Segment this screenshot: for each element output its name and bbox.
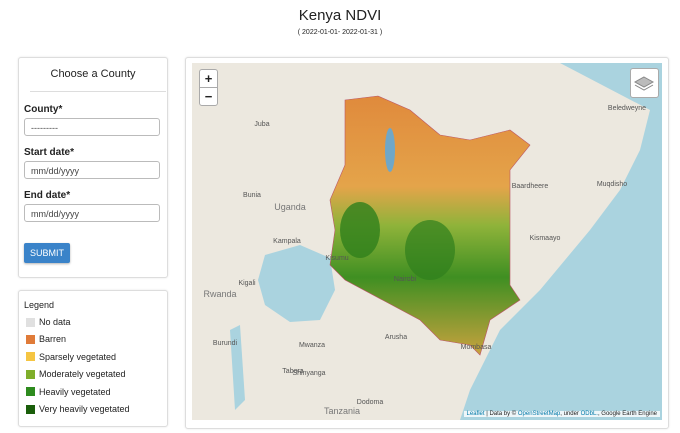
legend-label: No data bbox=[39, 317, 71, 327]
attribution-part: | Data by © bbox=[484, 411, 518, 417]
place-label: Nairobi bbox=[394, 276, 417, 283]
submit-button[interactable]: SUBMIT bbox=[24, 243, 70, 263]
form-panel bbox=[18, 57, 168, 278]
place-label: Kisumu bbox=[325, 255, 348, 262]
divider bbox=[30, 91, 166, 92]
lake-tanganyika bbox=[230, 325, 245, 410]
legend-item: No data bbox=[26, 317, 71, 327]
legend-swatch bbox=[26, 387, 35, 397]
place-label: Uganda bbox=[274, 202, 306, 212]
attribution-part: , Google Earth Engine bbox=[597, 411, 657, 417]
legend-item: Heavily vegetated bbox=[26, 387, 111, 397]
end-date[interactable]: mm/dd/yyyy bbox=[24, 204, 160, 222]
legend-label: Sparsely vegetated bbox=[39, 351, 117, 362]
legend-label: Barren bbox=[39, 334, 67, 345]
place-label: Dodoma bbox=[357, 399, 384, 406]
legend-item: Moderately vegetated bbox=[26, 369, 126, 379]
place-label: Baardheere bbox=[512, 183, 549, 190]
vegetation bbox=[340, 202, 380, 258]
legend-panel bbox=[18, 290, 168, 427]
lake-turkana bbox=[385, 128, 395, 172]
legend-swatch bbox=[26, 369, 35, 379]
place-label: Muqdisho bbox=[597, 181, 627, 188]
zoom-out[interactable]: − bbox=[199, 87, 218, 106]
legend-swatch bbox=[26, 334, 35, 344]
start-date[interactable]: mm/dd/yyyy bbox=[24, 161, 160, 179]
label: County* bbox=[24, 104, 63, 115]
title: Kenya NDVI bbox=[298, 7, 382, 24]
legend-title: Legend bbox=[24, 300, 55, 310]
label: End date* bbox=[24, 190, 71, 201]
attribution-part: , under bbox=[560, 411, 581, 417]
place-label: Kigali bbox=[238, 280, 256, 287]
attribution-part: OpenStreetMap bbox=[517, 411, 561, 417]
legend-swatch bbox=[26, 317, 35, 327]
label: Start date* bbox=[24, 147, 75, 158]
attribution: Leaflet | Data by © OpenStreetMap, under… bbox=[463, 411, 660, 417]
attribution-part: Leaflet bbox=[466, 411, 485, 417]
legend-item: Very heavily vegetated bbox=[26, 404, 130, 414]
place-label: Bunia bbox=[243, 192, 261, 199]
lake-victoria bbox=[258, 245, 335, 322]
county-select[interactable]: --------- bbox=[24, 118, 160, 136]
legend-label: Heavily vegetated bbox=[39, 386, 111, 397]
layers-control[interactable] bbox=[630, 68, 659, 98]
legend-label: Very heavily vegetated bbox=[39, 404, 130, 414]
legend-item: Sparsely vegetated bbox=[26, 352, 116, 362]
place-label: Shinyanga bbox=[292, 370, 325, 377]
place-label: Arusha bbox=[385, 334, 407, 341]
place-label: Burundi bbox=[213, 340, 238, 347]
attribution-part: ODbL. bbox=[580, 411, 598, 417]
place-label: Kismaayo bbox=[530, 235, 561, 242]
legend-label: Moderately vegetated bbox=[39, 369, 126, 380]
place-label: Mombasa bbox=[461, 344, 492, 351]
legend-item: Barren bbox=[26, 334, 66, 344]
vegetation bbox=[405, 220, 455, 280]
layers-icon bbox=[633, 76, 655, 91]
place-label: Kampala bbox=[273, 238, 301, 245]
place-label: Beledweyne bbox=[608, 105, 646, 112]
place-label: Rwanda bbox=[203, 289, 236, 299]
form-heading: Choose a County bbox=[50, 68, 136, 80]
place-label: Mwanza bbox=[299, 342, 325, 349]
subtitle: ( 2022-01-01- 2022-01-31 ) bbox=[297, 29, 383, 36]
place-label: Tabora bbox=[282, 368, 304, 375]
legend-swatch bbox=[26, 404, 35, 414]
ocean bbox=[460, 63, 662, 420]
place-label: Juba bbox=[254, 121, 269, 128]
place-label: Tanzania bbox=[324, 406, 360, 416]
zoom-in[interactable]: + bbox=[199, 69, 218, 88]
legend-swatch bbox=[26, 352, 35, 362]
